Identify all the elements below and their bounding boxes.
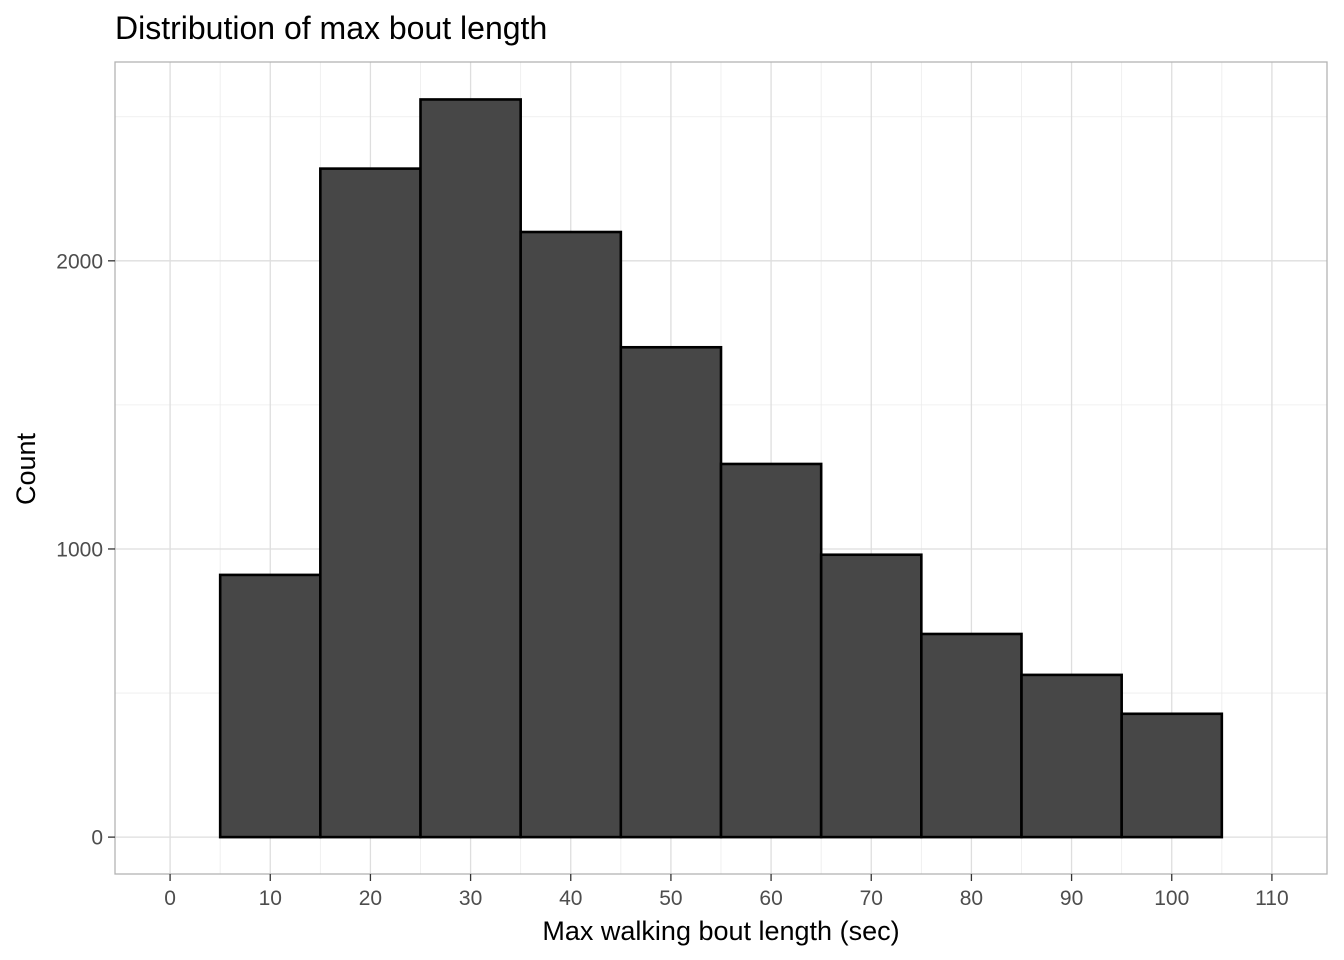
x-tick-labels: 0 10 20 30 40 50 60 70 80 90 100 110 xyxy=(164,887,1288,910)
x-tick-label: 20 xyxy=(359,887,382,910)
x-tick-label: 10 xyxy=(259,887,282,910)
bars xyxy=(218,98,1224,839)
histogram-bar xyxy=(519,230,623,839)
histogram-bar xyxy=(619,345,723,839)
y-tick-label: 0 xyxy=(91,827,103,850)
histogram-bar xyxy=(319,167,422,839)
x-tick-label: 0 xyxy=(164,887,176,910)
panel-border xyxy=(114,61,1328,875)
y-axis-title: Count xyxy=(11,432,41,505)
x-tick-label: 30 xyxy=(459,887,482,910)
histogram-bar xyxy=(419,98,522,839)
histogram-bar xyxy=(1020,673,1123,839)
histogram-bar xyxy=(1120,712,1224,839)
histogram-bar xyxy=(719,462,823,839)
axis-ticks xyxy=(108,260,1273,881)
histogram-bar xyxy=(218,573,322,839)
x-tick-label: 90 xyxy=(1060,887,1083,910)
histogram-bar xyxy=(920,632,1023,839)
x-tick-label: 70 xyxy=(860,887,883,910)
y-tick-label: 1000 xyxy=(56,538,103,561)
x-tick-label: 110 xyxy=(1255,887,1288,910)
x-tick-label: 80 xyxy=(960,887,983,910)
x-tick-label: 50 xyxy=(659,887,682,910)
x-axis-title: Max walking bout length (sec) xyxy=(542,916,899,946)
x-tick-label: 40 xyxy=(559,887,582,910)
x-tick-label: 60 xyxy=(759,887,782,910)
y-tick-labels: 0 1000 2000 xyxy=(56,250,103,849)
histogram-bar xyxy=(819,553,923,839)
y-tick-label: 2000 xyxy=(56,250,103,273)
x-tick-label: 100 xyxy=(1154,887,1189,910)
chart-title: Distribution of max bout length xyxy=(115,10,547,46)
